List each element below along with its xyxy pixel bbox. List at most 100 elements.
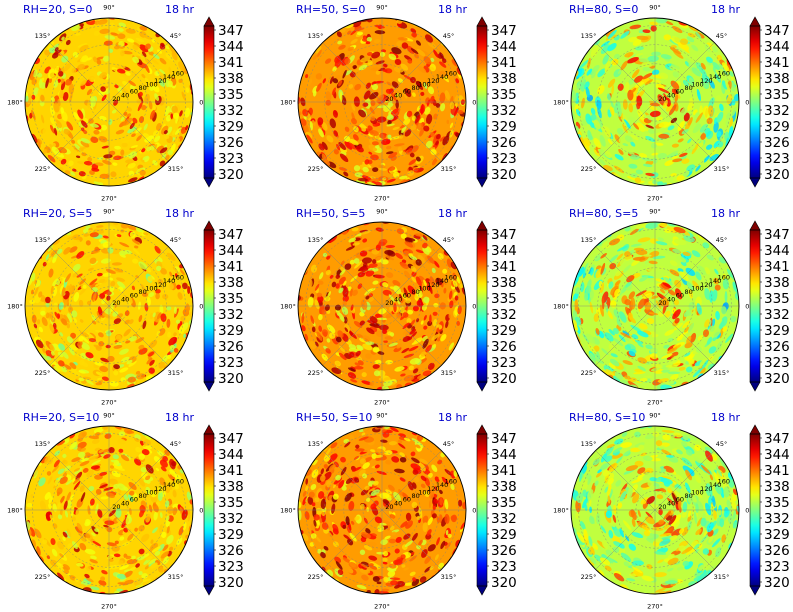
field-cell — [420, 91, 425, 96]
field-cell — [613, 504, 617, 515]
radial-tick-label: 20 — [658, 299, 666, 307]
angle-tick-label: 225° — [581, 573, 597, 581]
angle-tick-label: 45° — [716, 236, 728, 244]
field-cell — [645, 511, 653, 519]
field-cell — [65, 78, 73, 86]
field-cell — [118, 22, 127, 28]
field-cell — [116, 68, 126, 74]
field-cell — [420, 475, 427, 482]
field-cell — [59, 476, 68, 485]
field-cell — [306, 134, 313, 144]
field-cell — [614, 154, 624, 161]
field-cell — [380, 259, 389, 265]
field-cell — [55, 563, 65, 572]
field-cell — [571, 113, 572, 121]
field-cell — [54, 65, 60, 74]
field-cell — [628, 78, 635, 85]
field-cell — [395, 536, 402, 543]
field-cell — [354, 515, 360, 521]
angle-tick-label: 45° — [716, 32, 728, 40]
field-cell — [124, 570, 133, 578]
angular-gridline — [381, 305, 442, 366]
field-cell — [374, 516, 383, 524]
field-cell — [79, 542, 87, 551]
field-cell — [401, 564, 406, 568]
field-cell — [106, 526, 113, 533]
field-cell — [400, 233, 407, 239]
field-cell — [706, 522, 714, 533]
field-cell — [301, 325, 306, 332]
field-cell — [621, 117, 628, 128]
field-cell — [102, 313, 110, 318]
radial-tick-label: 40 — [121, 91, 129, 99]
field-cell — [681, 128, 689, 135]
field-cell — [689, 142, 696, 150]
field-cell — [408, 365, 414, 371]
field-cell — [113, 267, 124, 273]
colorbar-frame — [476, 25, 488, 179]
field-cell — [668, 299, 672, 312]
angle-tick-label: 45° — [443, 236, 455, 244]
field-cell — [313, 519, 317, 527]
field-cell — [651, 51, 662, 56]
field-cell — [600, 262, 606, 275]
field-cell — [125, 340, 131, 344]
field-cell — [631, 518, 636, 528]
field-cell — [661, 475, 672, 480]
field-cell — [91, 459, 101, 466]
colorbar-tick-label: 332 — [218, 511, 244, 527]
field-cell — [689, 123, 696, 129]
field-cell — [664, 159, 675, 167]
field-cell — [176, 284, 181, 290]
field-cell — [384, 255, 395, 261]
field-cell — [441, 476, 449, 485]
field-cell — [172, 503, 179, 509]
field-cell — [369, 381, 374, 387]
field-cell — [320, 474, 326, 482]
field-cell — [642, 375, 653, 379]
field-cell — [626, 578, 636, 582]
field-cell — [698, 366, 706, 374]
field-cell — [614, 371, 624, 380]
field-cell — [578, 266, 585, 277]
field-cell — [693, 456, 702, 464]
field-cell — [68, 306, 74, 313]
field-cell — [654, 551, 667, 555]
field-cell — [117, 467, 126, 471]
field-cell — [644, 79, 653, 86]
field-cell — [419, 458, 429, 465]
field-cell — [582, 498, 588, 509]
field-cell — [62, 92, 69, 101]
field-cell — [145, 513, 151, 523]
field-cell — [169, 344, 176, 351]
field-cell — [331, 503, 336, 515]
field-cell — [47, 244, 54, 252]
field-cell — [390, 427, 399, 433]
field-cell — [172, 129, 176, 136]
field-cell — [725, 137, 729, 148]
field-cell — [402, 322, 410, 330]
field-cell — [630, 243, 642, 247]
field-cell — [123, 494, 129, 501]
field-cell — [614, 288, 621, 298]
field-cell — [672, 309, 681, 320]
angular-gridline — [595, 509, 656, 570]
field-cell — [70, 494, 74, 500]
field-cell — [352, 65, 357, 69]
radial-tick-label: 160 — [445, 70, 457, 78]
field-cell — [328, 464, 336, 471]
angle-tick-label: 225° — [581, 369, 597, 377]
field-cell — [637, 342, 644, 348]
angle-tick-label: 180° — [7, 303, 23, 311]
field-cell — [48, 268, 54, 278]
field-cell — [600, 44, 610, 54]
colorbar-tick-label: 332 — [764, 307, 790, 323]
angular-gridline — [322, 101, 383, 162]
field-cell — [694, 474, 702, 484]
panel-title: RH=50, S=5 — [296, 207, 365, 220]
panel-title: RH=20, S=10 — [23, 411, 99, 424]
field-cell — [627, 151, 635, 155]
field-cell — [729, 117, 734, 127]
radial-tick-label: 160 — [172, 274, 184, 282]
field-cell — [97, 509, 103, 518]
